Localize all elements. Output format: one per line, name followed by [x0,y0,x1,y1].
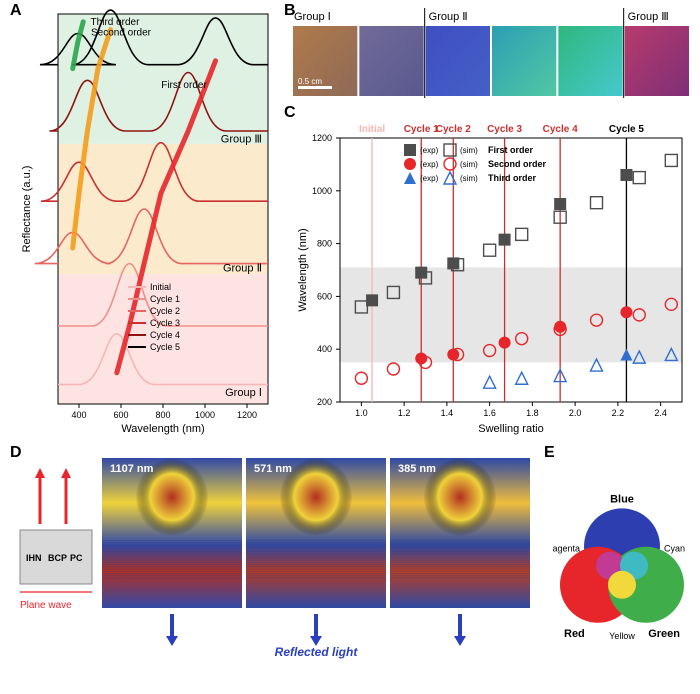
svg-text:385 nm: 385 nm [398,463,436,475]
svg-text:(exp): (exp) [420,160,439,169]
svg-text:Third order: Third order [91,17,141,28]
svg-text:Group Ⅱ: Group Ⅱ [429,11,468,23]
svg-text:1107 nm: 1107 nm [110,463,154,475]
svg-text:(sim): (sim) [460,160,478,169]
svg-text:PC: PC [70,553,83,563]
svg-text:IHN: IHN [26,553,42,563]
svg-text:2.0: 2.0 [569,408,582,418]
svg-text:800: 800 [317,239,332,249]
svg-text:Plane wave: Plane wave [20,600,72,611]
svg-text:200: 200 [317,397,332,407]
svg-text:Blue: Blue [610,493,634,505]
svg-text:800: 800 [155,410,170,420]
svg-text:600: 600 [317,291,332,301]
panel-e-venn: Blue Red Green Magenta Cyan Yellow [552,452,692,672]
svg-text:Group Ⅱ: Group Ⅱ [223,262,262,274]
svg-text:Group Ⅰ: Group Ⅰ [225,387,262,399]
svg-text:2.2: 2.2 [612,408,625,418]
svg-text:Cycle 5: Cycle 5 [609,124,644,135]
svg-text:1.2: 1.2 [398,408,411,418]
svg-text:(exp): (exp) [420,146,439,155]
svg-text:Group Ⅰ: Group Ⅰ [294,11,331,23]
svg-text:Reflected light: Reflected light [275,645,359,659]
svg-text:(exp): (exp) [420,174,439,183]
svg-text:Yellow: Yellow [609,631,635,641]
svg-text:Cycle 4: Cycle 4 [150,330,180,340]
svg-text:Cycle 1: Cycle 1 [150,294,180,304]
panel-d-simulation: IHN BCPPC Plane wave 1107 nm 571 nm 385 nm Ref… [18,452,538,672]
svg-text:0.5 cm: 0.5 cm [298,77,322,86]
svg-text:1000: 1000 [312,186,332,196]
svg-text:1200: 1200 [237,410,257,420]
svg-text:Initial: Initial [359,124,385,135]
panel-a-chart: 400 600 800 1000 1200 Wavelength (nm) Reflecta… [18,8,274,436]
svg-text:Group Ⅲ: Group Ⅲ [221,134,262,146]
svg-text:Cycle 4: Cycle 4 [543,124,578,135]
svg-text:Wavelength (nm): Wavelength (nm) [297,228,309,311]
svg-text:Cycle 1: Cycle 1 [404,124,439,135]
svg-text:1.4: 1.4 [441,408,454,418]
panel-b-photos: Group Ⅰ Group Ⅱ Group Ⅲ 0.5 cm [292,8,690,98]
svg-text:Magenta: Magenta [552,544,580,554]
svg-text:Reflectance (a.u.): Reflectance (a.u.) [21,166,33,253]
svg-text:First order: First order [488,145,534,155]
svg-text:1.8: 1.8 [526,408,539,418]
svg-text:571 nm: 571 nm [254,463,292,475]
svg-text:Cycle 2: Cycle 2 [150,306,180,316]
svg-text:Green: Green [648,628,680,640]
svg-text:Initial: Initial [150,282,171,292]
svg-text:Cycle 3: Cycle 3 [487,124,522,135]
svg-text:400: 400 [71,410,86,420]
svg-text:Second order: Second order [91,27,152,38]
svg-text:Cyan: Cyan [664,544,685,554]
svg-text:1.6: 1.6 [483,408,496,418]
svg-text:(sim): (sim) [460,174,478,183]
svg-text:1.0: 1.0 [355,408,368,418]
svg-text:Cycle 5: Cycle 5 [150,342,180,352]
svg-text:Third order: Third order [488,173,536,183]
svg-text:Swelling ratio: Swelling ratio [478,423,543,435]
svg-text:BCP: BCP [48,553,67,563]
svg-text:First order: First order [161,80,207,91]
svg-text:Cycle 3: Cycle 3 [150,318,180,328]
svg-text:Red: Red [564,628,585,640]
svg-text:600: 600 [113,410,128,420]
svg-text:Group Ⅲ: Group Ⅲ [628,11,669,23]
svg-text:Second order: Second order [488,159,547,169]
svg-text:400: 400 [317,344,332,354]
svg-text:2.4: 2.4 [654,408,667,418]
svg-text:1000: 1000 [195,410,215,420]
svg-text:Wavelength (nm): Wavelength (nm) [121,423,204,435]
svg-text:Cycle 2: Cycle 2 [436,124,471,135]
panel-c-chart: 1.0 1.2 1.4 1.6 1.8 2.0 2.2 2.4 200 400 600 800 1000… [292,110,690,436]
svg-text:(sim): (sim) [460,146,478,155]
svg-text:1200: 1200 [312,133,332,143]
